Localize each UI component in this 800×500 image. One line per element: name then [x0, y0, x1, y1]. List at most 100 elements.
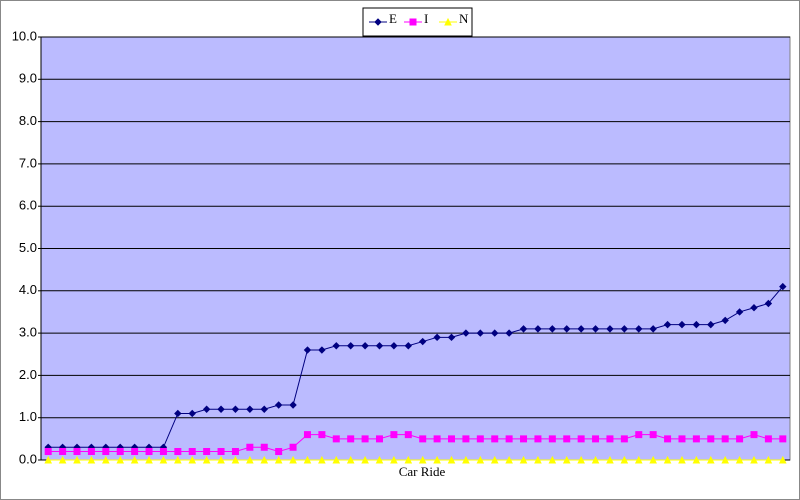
- data-point: [159, 448, 167, 456]
- data-point: [404, 431, 412, 439]
- data-point: [764, 299, 773, 308]
- data-point: [520, 435, 528, 443]
- data-point: [620, 325, 629, 333]
- data-point: [606, 435, 614, 443]
- data-point: [145, 455, 153, 464]
- data-point: [260, 443, 268, 451]
- data-point: [274, 455, 283, 464]
- data-point: [44, 455, 53, 464]
- data-point: [664, 435, 672, 443]
- data-point: [44, 448, 52, 456]
- legend-marker: [409, 18, 417, 26]
- data-point: [563, 325, 571, 333]
- data-point: [548, 435, 556, 443]
- data-point: [606, 455, 614, 464]
- y-tick-label: 6.0: [19, 198, 37, 213]
- data-point: [534, 325, 542, 333]
- data-point: [707, 435, 715, 443]
- data-point: [433, 435, 441, 443]
- data-point: [678, 455, 686, 464]
- data-point: [476, 329, 485, 337]
- data-point: [505, 455, 513, 464]
- data-point: [447, 333, 456, 342]
- data-point: [58, 455, 67, 464]
- data-point: [750, 455, 758, 464]
- data-point: [332, 455, 341, 464]
- data-point: [721, 435, 729, 443]
- data-point: [289, 455, 297, 464]
- data-point: [418, 455, 427, 464]
- y-tick-label: 9.0: [19, 71, 37, 86]
- series-line: [48, 286, 784, 448]
- y-tick-label: 10.0: [12, 28, 37, 43]
- data-point: [735, 455, 744, 464]
- data-point: [246, 455, 254, 464]
- data-point: [174, 409, 182, 418]
- data-point: [188, 448, 196, 456]
- data-point: [332, 435, 340, 443]
- data-point: [303, 455, 312, 464]
- data-point: [462, 329, 470, 337]
- data-point: [433, 455, 441, 464]
- data-point: [562, 455, 571, 464]
- y-tick-label: 7.0: [19, 155, 37, 170]
- data-point: [692, 435, 700, 443]
- data-point: [318, 455, 326, 464]
- data-point: [534, 455, 542, 464]
- data-point: [87, 455, 96, 464]
- data-point: [706, 455, 715, 464]
- data-point: [591, 325, 600, 333]
- data-point: [231, 405, 240, 413]
- data-point: [692, 320, 701, 329]
- data-point: [476, 455, 485, 464]
- data-point: [491, 329, 499, 337]
- data-point: [332, 342, 340, 350]
- legend-label: N: [459, 11, 469, 26]
- data-point: [577, 455, 585, 464]
- data-point: [404, 455, 413, 464]
- legend-label: I: [424, 11, 428, 26]
- data-point: [217, 455, 225, 464]
- data-point: [678, 320, 686, 329]
- data-point: [764, 455, 773, 464]
- data-point: [274, 401, 283, 409]
- data-point: [548, 455, 557, 464]
- data-point: [721, 455, 729, 464]
- data-point: [433, 333, 441, 342]
- data-point: [361, 435, 369, 443]
- data-point: [202, 405, 211, 413]
- data-point: [591, 455, 600, 464]
- data-point: [390, 431, 398, 439]
- y-tick-label: 4.0: [19, 282, 37, 297]
- data-point: [779, 435, 787, 443]
- data-point: [217, 448, 225, 456]
- data-point: [649, 431, 657, 439]
- data-point: [390, 455, 398, 464]
- data-point: [635, 325, 643, 333]
- data-point: [246, 405, 254, 413]
- y-tick-label: 5.0: [19, 240, 37, 255]
- data-point: [404, 342, 413, 350]
- data-point: [736, 435, 744, 443]
- data-point: [59, 448, 67, 456]
- data-point: [131, 448, 139, 456]
- data-point: [476, 435, 484, 443]
- data-point: [275, 448, 283, 456]
- data-point: [188, 409, 196, 418]
- data-point: [289, 401, 297, 409]
- data-point: [764, 435, 772, 443]
- data-point: [519, 455, 528, 464]
- data-point: [174, 455, 182, 464]
- data-point: [217, 405, 225, 413]
- data-point: [634, 455, 643, 464]
- data-point: [303, 346, 312, 354]
- data-point: [174, 448, 182, 456]
- data-point: [73, 448, 81, 456]
- data-point: [505, 435, 513, 443]
- data-point: [678, 435, 686, 443]
- data-point: [375, 455, 384, 464]
- y-tick-label: 8.0: [19, 113, 37, 128]
- data-point: [116, 455, 125, 464]
- data-point: [649, 325, 657, 333]
